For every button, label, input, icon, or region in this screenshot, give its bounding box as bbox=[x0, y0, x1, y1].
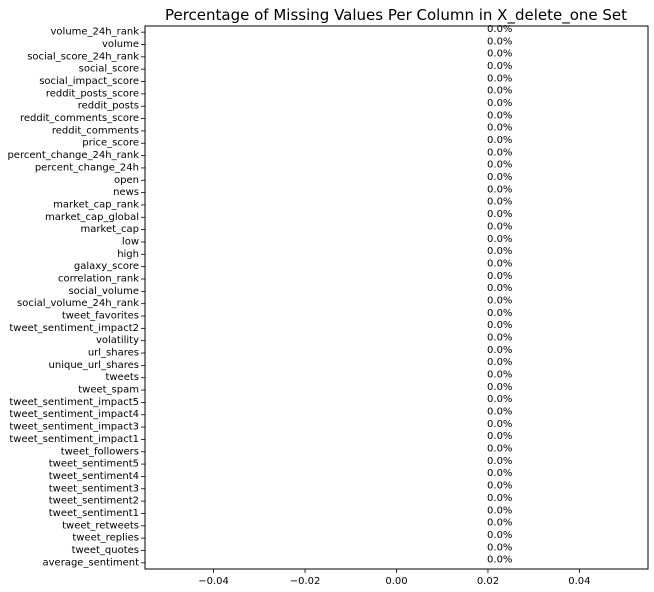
y-tick-label: tweet_sentiment4 bbox=[49, 471, 139, 482]
y-tick-label: social_impact_score bbox=[39, 76, 139, 87]
data-label: 0.0% bbox=[487, 555, 512, 566]
data-label: 0.0% bbox=[487, 382, 512, 393]
data-label: 0.0% bbox=[487, 357, 512, 368]
data-label: 0.0% bbox=[487, 110, 512, 121]
y-tick-label: percent_change_24h_rank bbox=[7, 150, 139, 161]
y-tick-label: url_shares bbox=[88, 348, 139, 359]
x-tick-label: 0.00 bbox=[385, 576, 407, 587]
data-label: 0.0% bbox=[487, 36, 512, 47]
data-label: 0.0% bbox=[487, 61, 512, 72]
data-label: 0.0% bbox=[487, 530, 512, 541]
data-label: 0.0% bbox=[487, 295, 512, 306]
y-tick-label: tweet_retweets bbox=[62, 520, 139, 531]
data-label: 0.0% bbox=[487, 197, 512, 208]
y-tick-label: tweet_sentiment3 bbox=[49, 483, 139, 494]
x-ticks: −0.04 −0.02 0.00 0.02 0.04 bbox=[198, 569, 591, 587]
y-tick-labels: volume_24h_rankvolumesocial_score_24h_ra… bbox=[7, 27, 145, 568]
data-label: 0.0% bbox=[487, 246, 512, 257]
y-tick-label: market_cap_global bbox=[45, 212, 139, 223]
data-labels: 0.0%0.0%0.0%0.0%0.0%0.0%0.0%0.0%0.0%0.0%… bbox=[487, 24, 512, 566]
data-label: 0.0% bbox=[487, 184, 512, 195]
y-tick-label: average_sentiment bbox=[43, 557, 140, 568]
y-tick-label: tweet_sentiment_impact2 bbox=[9, 323, 139, 334]
data-label: 0.0% bbox=[487, 123, 512, 134]
data-label: 0.0% bbox=[487, 73, 512, 84]
data-label: 0.0% bbox=[487, 542, 512, 553]
y-tick-label: market_cap bbox=[81, 224, 139, 235]
data-label: 0.0% bbox=[487, 419, 512, 430]
data-label: 0.0% bbox=[487, 234, 512, 245]
data-label: 0.0% bbox=[487, 209, 512, 220]
data-label: 0.0% bbox=[487, 444, 512, 455]
y-tick-label: tweet_quotes bbox=[72, 545, 139, 556]
y-tick-label: tweet_sentiment_impact4 bbox=[9, 409, 139, 420]
y-tick-label: tweet_sentiment1 bbox=[49, 508, 139, 519]
data-label: 0.0% bbox=[487, 147, 512, 158]
x-tick-label: 0.02 bbox=[477, 576, 499, 587]
data-label: 0.0% bbox=[487, 258, 512, 269]
y-tick-label: reddit_posts_score bbox=[46, 88, 139, 99]
y-tick-label: reddit_comments bbox=[52, 125, 139, 136]
y-tick-label: unique_url_shares bbox=[49, 360, 139, 371]
y-tick-label: galaxy_score bbox=[74, 261, 139, 272]
y-tick-label: percent_change_24h bbox=[35, 162, 139, 173]
y-tick-label: news bbox=[113, 187, 139, 198]
y-tick-label: social_score bbox=[79, 64, 139, 75]
y-tick-label: price_score bbox=[82, 138, 139, 149]
x-tick-label: 0.04 bbox=[568, 576, 590, 587]
data-label: 0.0% bbox=[487, 407, 512, 418]
y-tick-label: market_cap_rank bbox=[53, 199, 139, 210]
data-label: 0.0% bbox=[487, 24, 512, 35]
y-tick-label: tweet_favorites bbox=[62, 311, 139, 322]
y-tick-label: correlation_rank bbox=[58, 273, 139, 284]
y-tick-label: tweet_sentiment_impact5 bbox=[9, 397, 139, 408]
data-label: 0.0% bbox=[487, 345, 512, 356]
data-label: 0.0% bbox=[487, 332, 512, 343]
data-label: 0.0% bbox=[487, 481, 512, 492]
plot-area-frame bbox=[144, 25, 649, 570]
data-label: 0.0% bbox=[487, 493, 512, 504]
y-tick-label: tweet_sentiment_impact1 bbox=[9, 434, 139, 445]
data-label: 0.0% bbox=[487, 370, 512, 381]
data-label: 0.0% bbox=[487, 160, 512, 171]
data-label: 0.0% bbox=[487, 320, 512, 331]
y-tick-label: tweets bbox=[105, 372, 139, 383]
data-label: 0.0% bbox=[487, 271, 512, 282]
y-tick-label: high bbox=[117, 249, 139, 260]
y-tick-label: volume_24h_rank bbox=[51, 27, 140, 38]
y-tick-label: volume bbox=[102, 39, 139, 50]
data-label: 0.0% bbox=[487, 431, 512, 442]
y-tick-label: reddit_comments_score bbox=[20, 113, 139, 124]
data-label: 0.0% bbox=[487, 172, 512, 183]
y-tick-label: volatility bbox=[96, 335, 139, 346]
data-label: 0.0% bbox=[487, 518, 512, 529]
data-label: 0.0% bbox=[487, 221, 512, 232]
data-label: 0.0% bbox=[487, 394, 512, 405]
y-tick-label: tweet_followers bbox=[61, 446, 139, 457]
data-label: 0.0% bbox=[487, 135, 512, 146]
y-tick-label: tweet_spam bbox=[78, 385, 139, 396]
data-label: 0.0% bbox=[487, 283, 512, 294]
y-tick-label: social_volume bbox=[68, 286, 139, 297]
y-tick-label: social_score_24h_rank bbox=[27, 51, 139, 62]
y-tick-label: reddit_posts bbox=[78, 101, 139, 112]
x-tick-label: −0.04 bbox=[198, 576, 229, 587]
data-label: 0.0% bbox=[487, 456, 512, 467]
x-tick-label: −0.02 bbox=[290, 576, 321, 587]
data-label: 0.0% bbox=[487, 308, 512, 319]
y-tick-label: tweet_sentiment2 bbox=[49, 496, 139, 507]
data-label: 0.0% bbox=[487, 49, 512, 60]
data-label: 0.0% bbox=[487, 505, 512, 516]
y-tick-label: open bbox=[114, 175, 139, 186]
y-tick-label: tweet_replies bbox=[72, 533, 139, 544]
y-tick-label: social_volume_24h_rank bbox=[17, 298, 139, 309]
data-label: 0.0% bbox=[487, 468, 512, 479]
y-tick-label: low bbox=[122, 236, 139, 247]
data-label: 0.0% bbox=[487, 86, 512, 97]
data-label: 0.0% bbox=[487, 98, 512, 109]
y-tick-label: tweet_sentiment_impact3 bbox=[9, 422, 139, 433]
y-tick-label: tweet_sentiment5 bbox=[49, 459, 139, 470]
chart-title: Percentage of Missing Values Per Column … bbox=[165, 6, 627, 25]
